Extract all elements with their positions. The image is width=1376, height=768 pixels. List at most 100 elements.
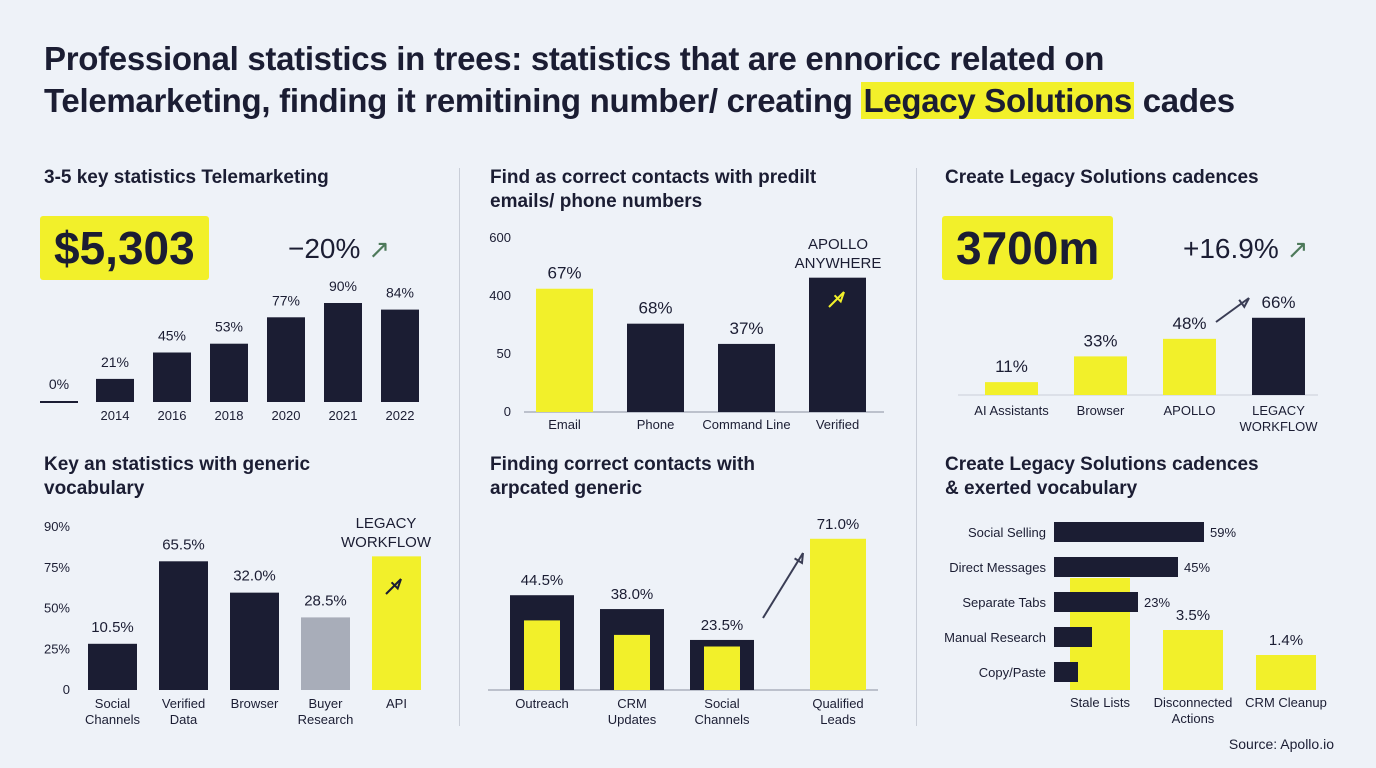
y-tick-label: 0 <box>63 682 70 697</box>
bar <box>381 309 419 402</box>
data-label: 23.5% <box>701 617 744 634</box>
category-label: Outreach <box>515 696 568 711</box>
data-label: 65.5% <box>162 536 205 553</box>
panel-4-title-line-1: Key an statistics with generic <box>44 454 311 475</box>
bar <box>1252 317 1305 395</box>
category-label: Disconnected <box>1154 695 1233 710</box>
y-tick-label: 25% <box>44 641 70 656</box>
category-label: APOLLO <box>1163 403 1215 418</box>
arrow-up-icon-head <box>833 291 845 304</box>
title-line-1: Professional statistics in trees: statis… <box>44 40 1105 77</box>
data-label: 37% <box>729 319 763 338</box>
data-label: 3.5% <box>1176 607 1210 624</box>
y-tick-label: 90% <box>44 519 70 534</box>
panel-2-title-line-1: Find as correct contacts with predilt <box>490 167 817 188</box>
category-label: AI Assistants <box>974 403 1049 418</box>
category-label: Updates <box>608 712 657 727</box>
bar-inner <box>614 634 650 690</box>
panel-2-title: Find as correct contacts with predilt em… <box>490 166 816 214</box>
category-label: Copy/Paste <box>979 665 1046 680</box>
y-tick-label: 50 <box>497 346 511 361</box>
bar <box>985 382 1038 395</box>
y-tick-label: 50% <box>44 601 70 616</box>
data-label: 32.0% <box>233 568 276 585</box>
data-label: 66% <box>1261 293 1295 312</box>
category-label: Manual Research <box>944 630 1046 645</box>
category-label: Qualified <box>812 696 863 711</box>
trend-up-icon <box>1215 297 1250 323</box>
category-label: Command Line <box>702 417 790 432</box>
category-label: Stale Lists <box>1070 695 1130 710</box>
y-tick-label: 0 <box>504 404 511 419</box>
trend-up-icon: ↗ <box>368 234 391 264</box>
bar <box>301 617 350 690</box>
data-label: 23% <box>1144 595 1170 610</box>
bar <box>210 343 248 402</box>
category-label: Research <box>298 712 354 727</box>
category-label: Social Selling <box>968 525 1046 540</box>
bar <box>372 556 421 690</box>
data-label: 48% <box>1172 314 1206 333</box>
data-label: 28.5% <box>304 592 347 609</box>
bar <box>1256 655 1316 690</box>
bar <box>627 323 684 412</box>
panel-5-title-line-1: Finding correct contacts with <box>490 454 755 475</box>
data-label: 77% <box>272 292 300 308</box>
trend-up-icon-head <box>794 552 804 565</box>
bar <box>1163 338 1216 395</box>
annotation-label: APOLLO <box>808 236 868 253</box>
category-label: Buyer <box>309 696 344 711</box>
category-label: Browser <box>231 696 279 711</box>
bar <box>88 643 137 690</box>
bar <box>810 538 866 690</box>
title-line-2-start: Telemarketing, finding it remitining num… <box>44 82 862 119</box>
panel-1-title: 3-5 key statistics Telemarketing <box>44 167 329 188</box>
column-divider-1 <box>459 168 460 726</box>
category-label: Leads <box>820 712 856 727</box>
bar <box>267 317 305 402</box>
bar <box>96 378 134 402</box>
category-label: WORKFLOW <box>1240 419 1319 434</box>
arrow-up-icon <box>385 578 402 595</box>
bar <box>1054 522 1204 542</box>
y-tick-label: 600 <box>489 230 511 245</box>
category-label: Channels <box>85 712 140 727</box>
panel-6-title-line-1: Create Legacy Solutions cadences <box>945 454 1259 475</box>
data-label: 11% <box>995 357 1028 376</box>
panel-3-delta-value: +16.9% <box>1183 233 1279 264</box>
category-label: 2021 <box>329 408 358 423</box>
category-label: LEGACY <box>1252 403 1305 418</box>
panel-2-title-line-2: emails/ phone numbers <box>490 191 703 212</box>
annotation-label: ANYWHERE <box>795 255 882 272</box>
bar <box>1054 557 1178 577</box>
title-highlight: Legacy Solutions <box>861 82 1134 119</box>
data-label: 0% <box>49 376 69 392</box>
panel-6-title-line-2: & exerted vocabulary <box>945 478 1138 499</box>
panel-4-title: Key an statistics with generic vocabular… <box>44 453 310 501</box>
bar <box>1054 592 1138 612</box>
bar <box>718 343 775 412</box>
data-label: 45% <box>1184 560 1210 575</box>
data-label: 1.4% <box>1269 632 1303 649</box>
bar <box>153 352 191 402</box>
bar <box>324 303 362 402</box>
panel-1-kpi: $5,303 <box>40 216 209 280</box>
category-label: Email <box>548 417 581 432</box>
data-label: 45% <box>158 328 186 344</box>
arrow-up-icon <box>828 291 845 308</box>
category-label: Browser <box>1077 403 1125 418</box>
data-label: 10.5% <box>91 619 134 636</box>
data-label: 84% <box>386 285 414 301</box>
annotation-label: WORKFLOW <box>341 534 432 551</box>
bar-inner <box>704 646 740 690</box>
category-label: CRM Cleanup <box>1245 695 1327 710</box>
column-divider-2 <box>916 168 917 726</box>
y-tick-label: 400 <box>489 288 511 303</box>
category-label: Separate Tabs <box>962 595 1046 610</box>
panel-6-title: Create Legacy Solutions cadences & exert… <box>945 453 1259 501</box>
data-label: 71.0% <box>817 516 860 533</box>
